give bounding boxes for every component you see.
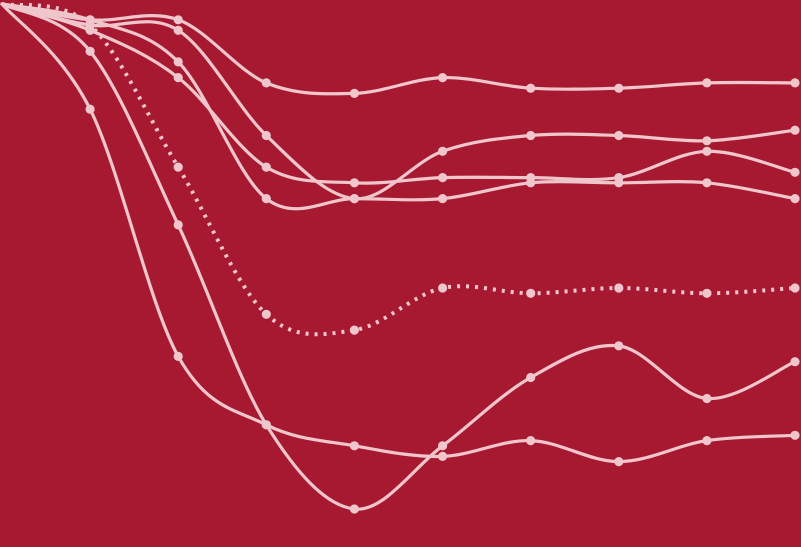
data-point (349, 88, 359, 98)
data-point (702, 136, 712, 146)
series-5 (1, 2, 800, 337)
data-point (790, 78, 800, 88)
data-point (790, 125, 800, 135)
data-point (790, 357, 800, 367)
data-point (702, 178, 712, 188)
data-point (526, 130, 536, 141)
data-point (438, 194, 448, 204)
series-layer (0, 2, 800, 514)
data-point (173, 73, 183, 83)
data-point (526, 83, 536, 93)
data-point (349, 325, 359, 335)
data-point (438, 451, 448, 461)
series-line (0, 2, 797, 185)
series-line (0, 2, 797, 96)
data-point (349, 178, 359, 188)
data-point (261, 420, 271, 430)
data-point (790, 283, 800, 293)
data-point (438, 283, 448, 293)
data-point (85, 46, 95, 56)
data-point (438, 173, 448, 183)
data-point (173, 57, 183, 67)
data-point (85, 20, 95, 30)
data-point (614, 457, 624, 467)
data-point (261, 78, 271, 88)
data-point (261, 130, 271, 141)
series-line (1, 2, 796, 337)
data-point (526, 436, 536, 446)
data-point (261, 194, 271, 204)
data-point (526, 288, 536, 298)
data-point (702, 78, 712, 88)
data-point (349, 504, 359, 514)
series-line (0, 2, 797, 211)
data-point (526, 372, 536, 383)
data-point (702, 288, 712, 298)
series-1 (0, 2, 800, 98)
data-point (614, 83, 624, 93)
data-point (526, 178, 536, 188)
data-point (614, 130, 624, 141)
data-point (702, 146, 712, 156)
data-point (85, 104, 95, 114)
data-point (173, 25, 183, 35)
data-point (173, 162, 183, 172)
series-7 (0, 2, 800, 467)
series-line (0, 2, 797, 201)
data-point (614, 283, 624, 293)
data-point (438, 146, 448, 156)
data-point (438, 441, 448, 451)
data-point (349, 194, 359, 204)
data-point (790, 194, 800, 204)
data-point (790, 167, 800, 177)
data-point (261, 162, 271, 172)
data-point (438, 73, 448, 83)
data-point (702, 436, 712, 446)
data-point (702, 393, 712, 404)
data-point (261, 309, 271, 319)
data-point (349, 441, 359, 451)
data-point (173, 15, 183, 25)
data-point (614, 341, 624, 351)
data-point (173, 351, 183, 361)
data-point (614, 178, 624, 188)
data-point (790, 430, 800, 440)
data-point (173, 220, 183, 230)
